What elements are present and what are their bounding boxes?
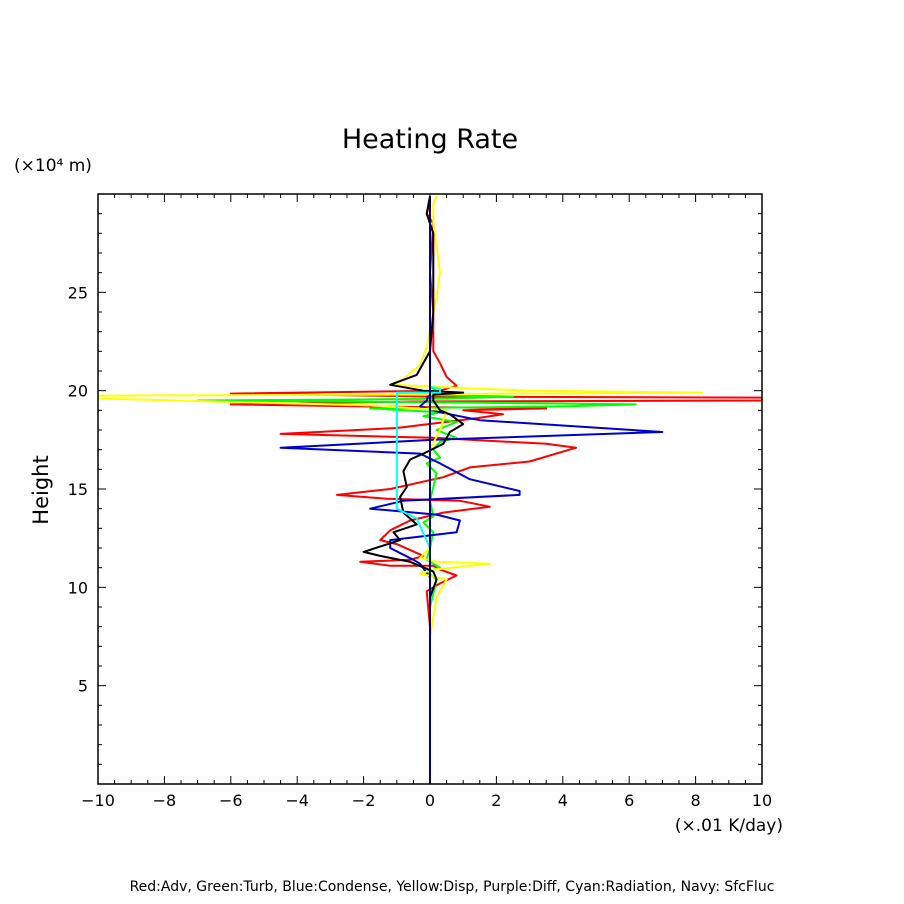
x-tick-label: −2 <box>352 791 376 810</box>
y-tick-label: 5 <box>78 677 88 696</box>
series-line-0 <box>229 201 762 784</box>
series-line-4 <box>362 195 465 784</box>
x-tick-label: −4 <box>285 791 309 810</box>
x-tick-label: −10 <box>81 791 115 810</box>
y-tick-label: 20 <box>68 382 88 401</box>
x-tick-label: 2 <box>491 791 501 810</box>
x-tick-label: −6 <box>219 791 243 810</box>
x-tick-label: 0 <box>425 791 435 810</box>
axes-layer: −10 −8 −6 −4 −2 0 2 4 6 8 10 5 10 15 20 25 <box>68 194 772 810</box>
y-axis-label: Height <box>29 455 53 524</box>
series-line-2 <box>279 197 664 784</box>
plot-frame <box>97 193 763 785</box>
y-axis-unit: (×10⁴ m) <box>14 156 92 176</box>
y-tick-label: 10 <box>68 578 88 597</box>
x-tick-label: 8 <box>691 791 701 810</box>
x-tick-label: −8 <box>153 791 177 810</box>
legend-text: Red:Adv, Green:Turb, Blue:Condense, Yell… <box>130 879 775 895</box>
series-layer <box>98 195 762 784</box>
y-tick-label: 15 <box>68 480 88 499</box>
series-line-1 <box>196 380 637 784</box>
series-line-5 <box>395 385 441 784</box>
y-tick-label: 25 <box>68 283 88 302</box>
chart-title: Heating Rate <box>342 124 518 155</box>
series-line-3 <box>98 195 704 784</box>
x-tick-label: 4 <box>558 791 568 810</box>
x-axis-unit: (×.01 K/day) <box>675 816 783 836</box>
plot-area <box>98 195 762 784</box>
x-tick-label: 6 <box>624 791 634 810</box>
x-tick-label: 10 <box>752 791 772 810</box>
